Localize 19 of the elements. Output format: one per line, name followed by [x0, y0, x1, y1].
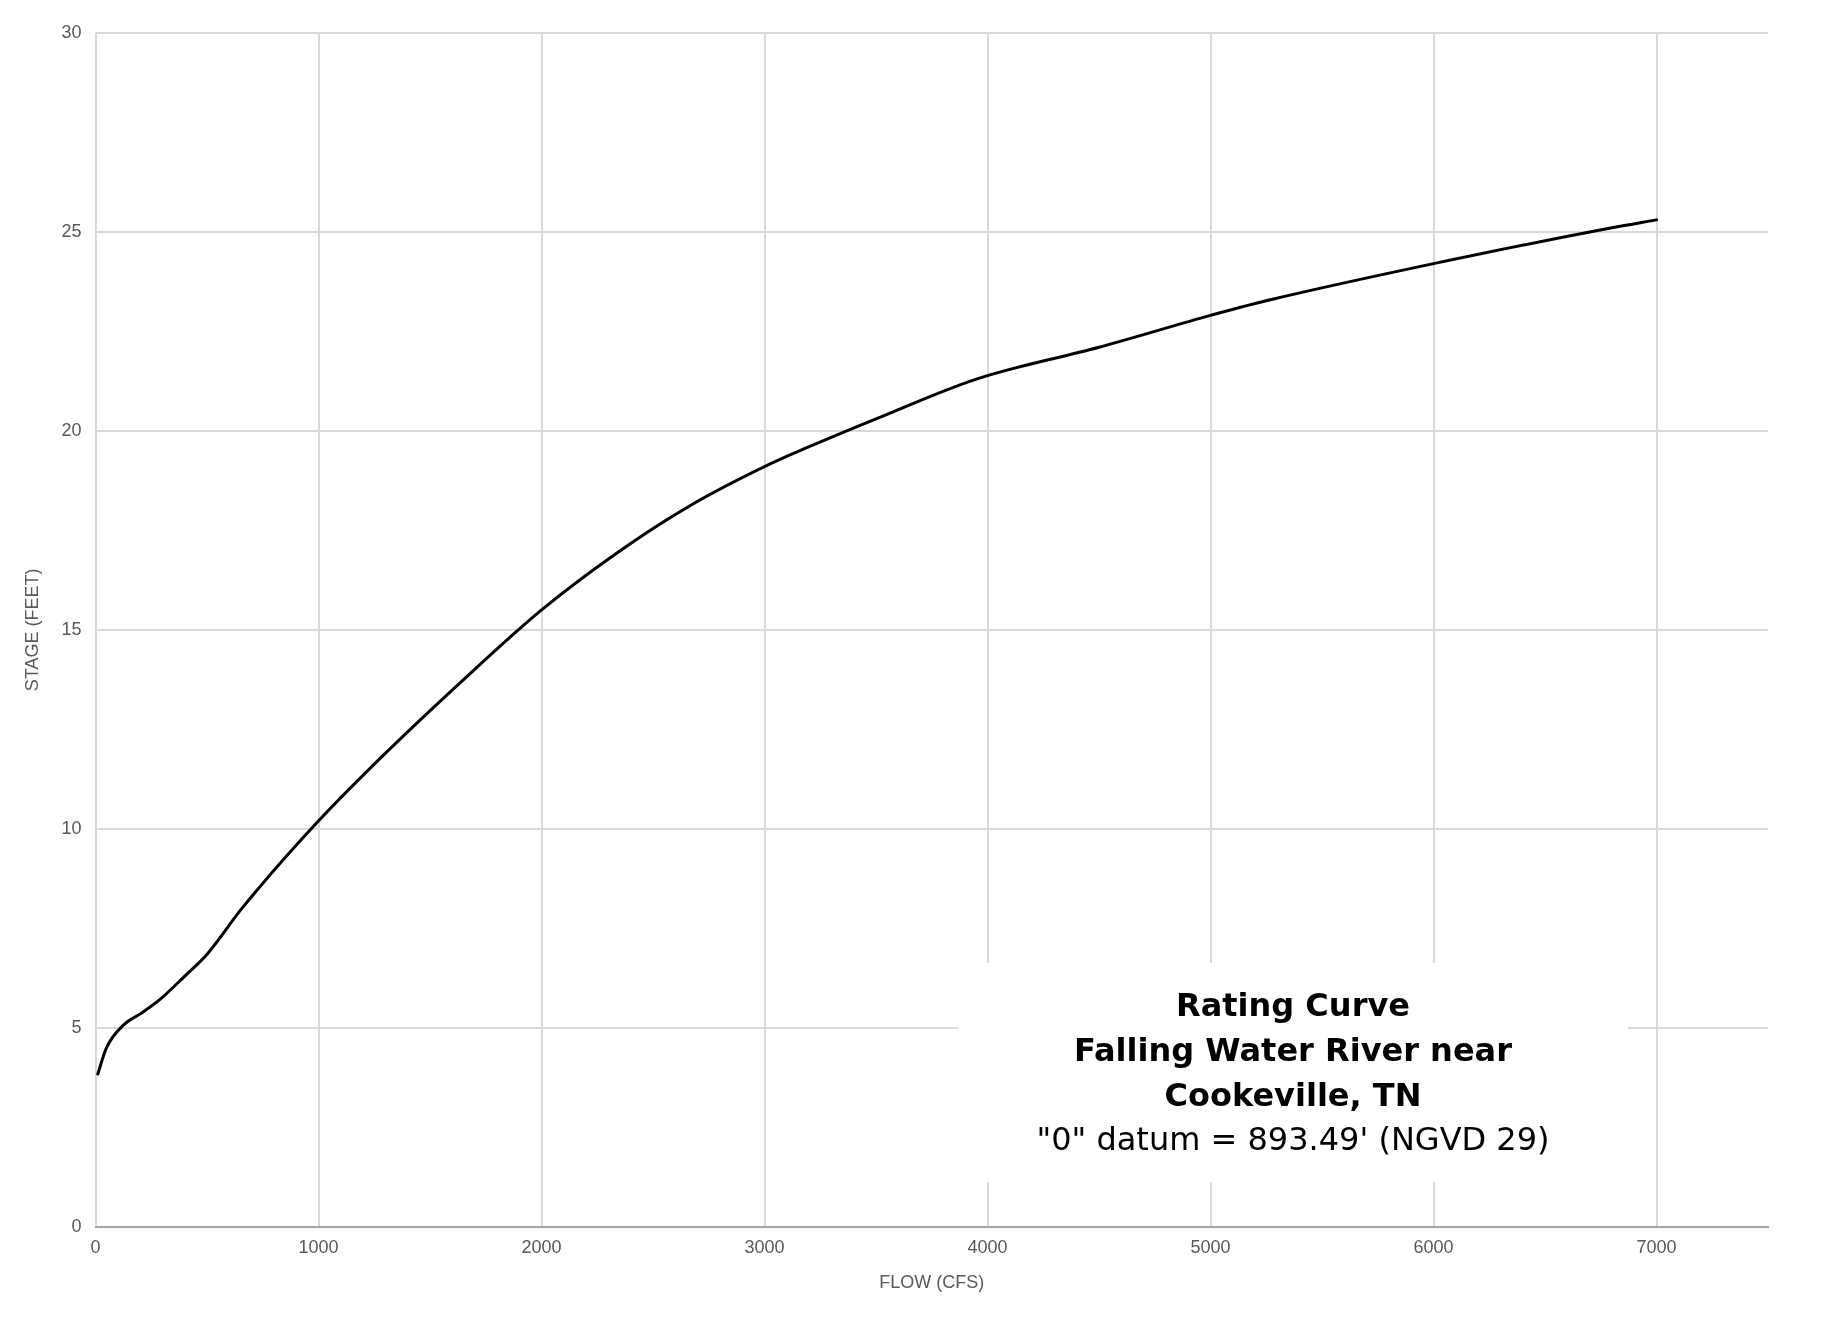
y-tick-label: 20: [61, 419, 82, 440]
x-tick-label: 1000: [298, 1236, 339, 1257]
y-tick-label: 15: [61, 618, 82, 639]
y-tick-label: 10: [61, 817, 82, 838]
y-tick-label: 5: [71, 1016, 82, 1037]
x-tick-label: 0: [90, 1236, 101, 1257]
x-tick-label: 5000: [1190, 1236, 1231, 1257]
y-tick-label: 25: [61, 220, 82, 241]
y-tick-label: 30: [61, 21, 82, 42]
x-axis-title: FLOW (CFS): [879, 1272, 985, 1293]
x-tick-label: 7000: [1636, 1236, 1677, 1257]
y-tick-label: 0: [71, 1215, 82, 1236]
text-panel: Rating Curve Falling Water River near Cookeville, TN "0" datum = 893.49' (NGVD 29): [958, 963, 1628, 1183]
x-tick-label: 2000: [521, 1236, 562, 1257]
line-series: [96, 218, 1659, 1076]
x-tick-label: 3000: [744, 1236, 785, 1257]
y-axis-title: STAGE (FEET): [21, 568, 42, 692]
x-tick-label: 4000: [967, 1236, 1008, 1257]
x-tick-label: 6000: [1413, 1236, 1454, 1257]
